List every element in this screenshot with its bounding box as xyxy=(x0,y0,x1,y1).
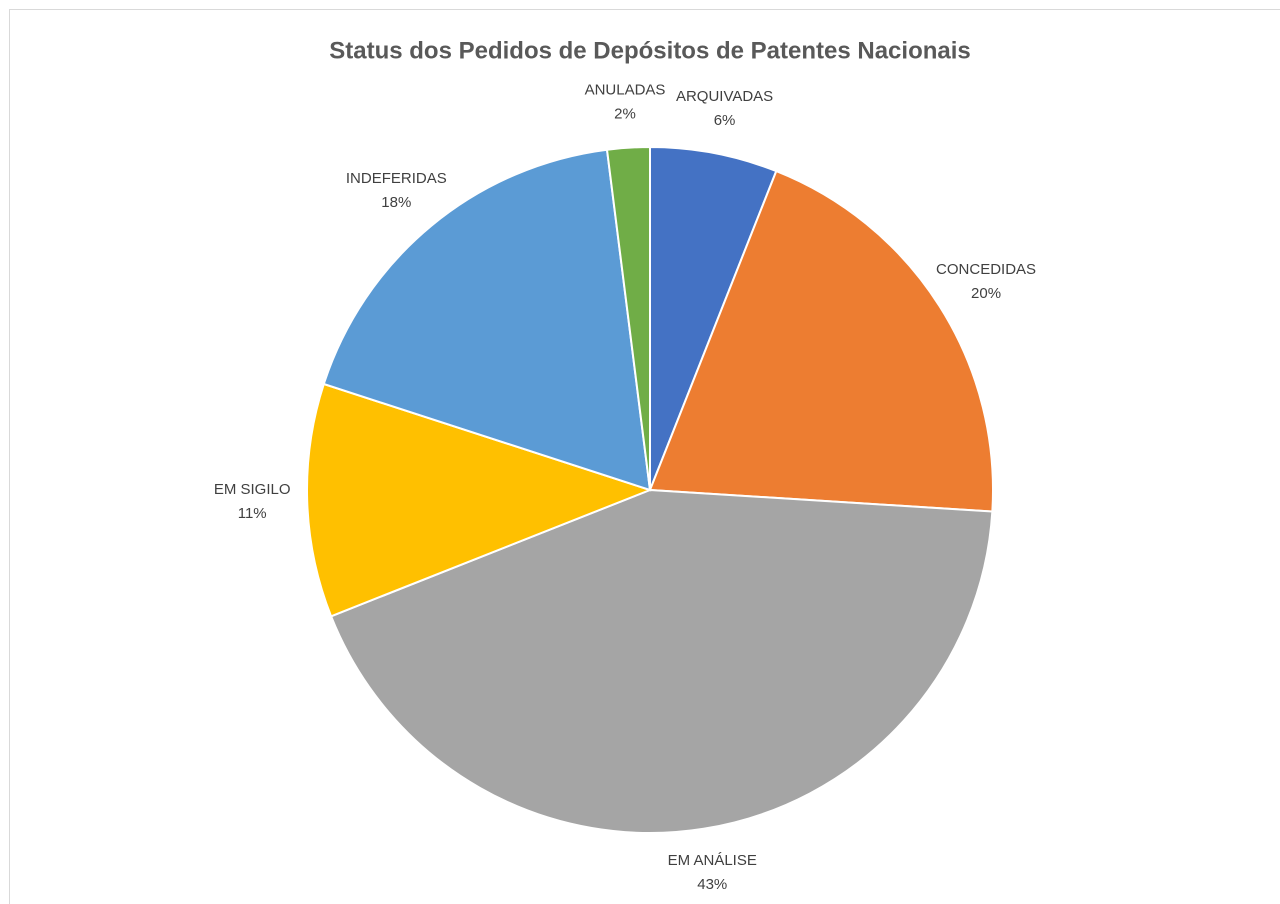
slice-label: INDEFERIDAS xyxy=(346,170,447,187)
slice-value-label: 18% xyxy=(381,194,411,211)
slice-label: EM SIGILO xyxy=(214,481,291,498)
slice-label: EM ANÁLISE xyxy=(668,852,757,869)
pie-slice xyxy=(648,169,994,513)
slice-value-label: 11% xyxy=(238,505,267,522)
pie-slice xyxy=(649,145,778,491)
slice-value-label: 43% xyxy=(697,876,727,893)
slice-value-label: 6% xyxy=(714,112,736,129)
pie-slice xyxy=(605,145,651,491)
pie-slice xyxy=(306,382,653,618)
slice-label: ARQUIVADAS xyxy=(676,88,773,105)
slice-label: CONCEDIDAS xyxy=(936,261,1036,278)
pie-slice xyxy=(329,488,994,834)
slice-value-label: 20% xyxy=(971,285,1001,302)
slice-label: ANULADAS xyxy=(585,82,666,99)
slice-value-label: 2% xyxy=(614,106,636,123)
chart-title: Status dos Pedidos de Depósitos de Paten… xyxy=(329,37,971,64)
pie-slice xyxy=(322,148,652,492)
